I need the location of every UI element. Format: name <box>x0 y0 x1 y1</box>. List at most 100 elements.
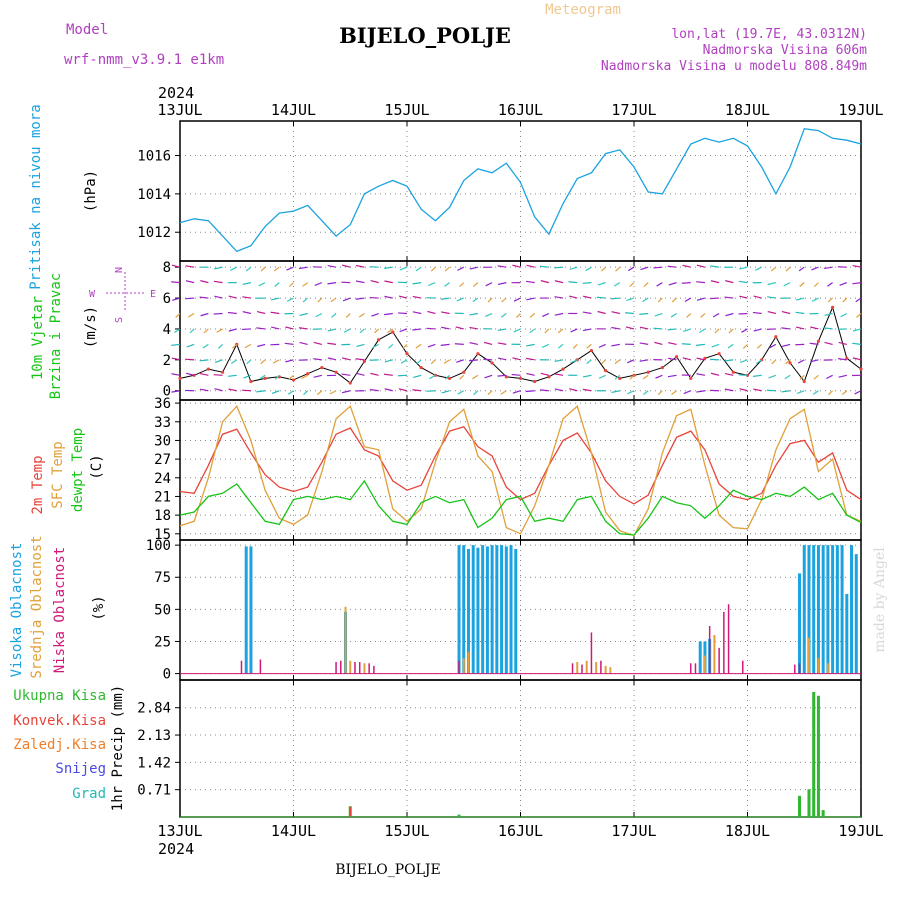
panel-2: 15 18 21 24 27 30 33 36 <box>154 396 862 543</box>
wind-direction-arrow <box>384 312 393 316</box>
wind-direction-arrow <box>430 359 436 365</box>
ytick-label: 0.71 <box>137 783 171 799</box>
wind-direction-arrow <box>841 390 848 396</box>
wind-direction-arrow <box>459 374 465 380</box>
wind-direction-arrow <box>813 374 819 380</box>
wind-direction-arrow <box>285 326 294 330</box>
wind-direction-arrow <box>643 282 649 288</box>
high-cloud-bar <box>504 546 508 674</box>
wind-direction-arrow <box>171 390 181 393</box>
wind-direction-arrow <box>629 282 635 288</box>
wind-direction-arrow <box>186 372 195 376</box>
precip-total-bar <box>816 695 820 817</box>
ytick-label: 2 <box>163 353 171 369</box>
wind-direction-arrow <box>615 266 621 272</box>
temp-ylabel-1: 2m Temp <box>30 455 46 514</box>
year-bottom: 2024 <box>158 840 194 858</box>
wind-direction-arrow <box>274 282 280 287</box>
wind-direction-arrow <box>799 282 805 287</box>
wind-direction-arrow <box>640 266 649 271</box>
wind-direction-arrow <box>374 328 380 334</box>
wind-speed-point <box>334 370 338 374</box>
wind-direction-arrow <box>214 359 223 363</box>
wind-direction-arrow <box>842 297 848 303</box>
ytick-label: 1014 <box>137 187 171 203</box>
wind-direction-arrow <box>313 358 322 361</box>
wind-direction-arrow <box>770 266 777 272</box>
low-cloud-bar <box>708 626 711 674</box>
wind-direction-arrow <box>597 282 606 286</box>
wind-direction-arrow <box>259 374 266 380</box>
wind-direction-arrow <box>823 327 833 330</box>
wind-direction-arrow <box>444 374 450 380</box>
wind-direction-arrow <box>513 297 521 302</box>
precip-total-bar <box>821 810 825 817</box>
wind-direction-arrow <box>742 343 748 349</box>
high-cloud-bar <box>514 548 518 674</box>
wind-direction-arrow <box>288 282 294 288</box>
wind-direction-arrow <box>270 311 280 315</box>
wind-direction-arrow <box>287 390 294 395</box>
wind-direction-arrow <box>554 296 564 299</box>
wind-direction-arrow <box>767 311 777 315</box>
wind-direction-arrow <box>710 372 720 376</box>
wind-direction-arrow <box>217 343 223 349</box>
wind-direction-arrow <box>752 374 762 377</box>
high-cloud-bar <box>509 545 513 674</box>
ytick-label: 1.42 <box>137 755 171 771</box>
wind-direction-arrow <box>384 280 393 284</box>
wind-direction-arrow <box>684 297 692 303</box>
wind-speed-point <box>859 367 863 371</box>
wind-direction-arrow <box>330 297 337 303</box>
wind-speed-point <box>518 376 523 380</box>
wind-direction-arrow <box>428 282 436 286</box>
wind-direction-arrow <box>554 373 564 376</box>
panel-3: 0 25 50 75 100 <box>146 538 862 683</box>
precip-legend-frozen: Zaledj.Kisa <box>13 737 106 753</box>
compass-south-label: S <box>114 317 125 323</box>
wind-direction-arrow <box>826 374 833 380</box>
wind-direction-arrow <box>797 359 805 364</box>
wind-speed-point <box>320 365 324 370</box>
xtick-label-top: 16JUL <box>498 101 543 119</box>
temp2m-series-line <box>179 426 862 505</box>
wind-direction-arrow <box>485 312 493 317</box>
wind-direction-arrow <box>855 297 862 303</box>
wind-direction-arrow <box>526 280 535 284</box>
wind-direction-arrow <box>781 390 791 393</box>
mid-cloud-bar <box>467 651 470 674</box>
wind-direction-arrow <box>739 388 748 392</box>
wind-direction-arrow <box>257 343 266 348</box>
precip-total-bar <box>798 795 802 817</box>
wind-direction-arrow <box>554 266 564 269</box>
wind-direction-arrow <box>185 297 195 300</box>
ytick-label: 1012 <box>137 225 171 241</box>
wind-direction-arrow <box>724 388 734 392</box>
high-cloud-bar <box>244 546 248 674</box>
mid-cloud-bar <box>713 635 716 674</box>
wind-direction-arrow <box>472 374 479 380</box>
credit-watermark: made by Angel <box>872 547 888 653</box>
precip-legend-snow: Snijeg <box>55 761 106 777</box>
wind-direction-arrow <box>525 390 535 393</box>
wind-direction-arrow <box>823 266 833 270</box>
wind-direction-arrow <box>614 374 621 380</box>
wind-direction-arrow <box>542 312 550 318</box>
mid-cloud-bar <box>703 655 706 674</box>
wind-direction-arrow <box>469 342 479 345</box>
wind-direction-arrow <box>213 312 223 315</box>
wind-direction-arrow <box>384 295 393 299</box>
wind-direction-arrow <box>696 343 706 346</box>
wind-direction-arrow <box>710 358 720 361</box>
wind-direction-arrow <box>781 343 791 348</box>
wind-direction-arrow <box>472 282 479 287</box>
high-cloud-bar <box>816 545 820 674</box>
panel-0: 1012 1014 1016 <box>137 120 862 262</box>
wind-speed-point <box>476 352 480 356</box>
panel-4: 0.71 1.42 2.13 2.84 <box>137 679 862 818</box>
wind-direction-arrow <box>686 313 692 318</box>
wind-direction-arrow <box>199 359 209 362</box>
wind-direction-arrow <box>771 359 777 365</box>
high-cloud-bar <box>835 545 839 674</box>
wind-speed-point <box>731 370 735 374</box>
